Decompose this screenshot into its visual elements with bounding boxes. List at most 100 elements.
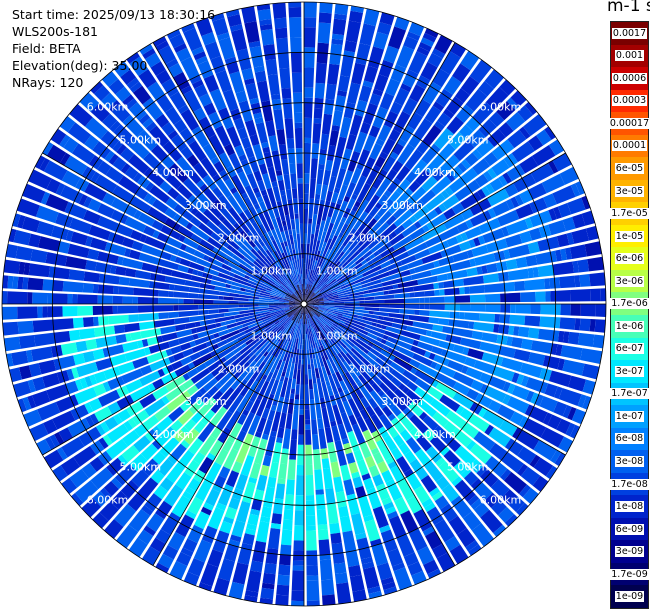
beta-cell bbox=[334, 305, 355, 309]
beta-cell bbox=[312, 287, 316, 292]
beta-cell bbox=[431, 48, 446, 59]
beta-cell bbox=[418, 41, 432, 52]
beta-cell bbox=[558, 387, 582, 407]
beta-cell bbox=[238, 211, 249, 223]
beta-cell bbox=[200, 506, 212, 516]
beta-cell bbox=[82, 282, 94, 293]
beta-cell bbox=[446, 269, 468, 280]
beta-cell bbox=[278, 412, 287, 429]
beta-cell bbox=[398, 442, 411, 456]
beta-cell bbox=[202, 174, 218, 191]
beta-cell bbox=[389, 151, 399, 160]
beta-cell bbox=[344, 346, 354, 356]
beta-cell bbox=[90, 467, 114, 490]
beta-cell bbox=[477, 235, 486, 245]
beta-cell bbox=[361, 279, 382, 288]
beta-cell bbox=[339, 251, 345, 257]
beta-cell bbox=[342, 314, 353, 320]
beta-cell bbox=[372, 451, 384, 465]
range-ring-label: 4.00km bbox=[152, 428, 194, 441]
beta-cell bbox=[577, 394, 587, 408]
beta-cell bbox=[261, 274, 276, 285]
colorbar-level: 0.0017 bbox=[611, 22, 648, 45]
beta-cell bbox=[459, 408, 473, 421]
beta-cell bbox=[255, 314, 266, 320]
beta-cell bbox=[79, 92, 100, 113]
beta-cell bbox=[225, 255, 241, 267]
beta-cell bbox=[386, 234, 393, 242]
beta-cell bbox=[470, 498, 483, 510]
beta-cell bbox=[464, 312, 480, 321]
beta-cell bbox=[328, 175, 337, 192]
beta-cell bbox=[511, 337, 523, 349]
beta-cell bbox=[414, 378, 431, 392]
beta-cell bbox=[329, 522, 341, 535]
beta-cell bbox=[364, 194, 380, 214]
beta-cell bbox=[72, 317, 84, 329]
beta-cell bbox=[220, 321, 227, 327]
beta-cell bbox=[167, 130, 179, 140]
beta-cell bbox=[210, 280, 227, 288]
beta-cell bbox=[254, 339, 271, 357]
beta-cell bbox=[189, 172, 202, 185]
beta-cell bbox=[58, 427, 73, 443]
beta-cell bbox=[256, 249, 266, 260]
beta-cell bbox=[328, 296, 350, 302]
beta-cell bbox=[492, 366, 515, 382]
beta-cell bbox=[321, 113, 333, 135]
beta-cell bbox=[249, 134, 260, 147]
beta-cell bbox=[221, 263, 232, 272]
beta-cell bbox=[311, 316, 318, 326]
beta-cell bbox=[189, 406, 198, 415]
beta-cell bbox=[291, 244, 295, 250]
beta-cell bbox=[293, 313, 301, 333]
beta-cell bbox=[374, 156, 386, 169]
beta-cell bbox=[125, 379, 143, 394]
beta-cell bbox=[219, 206, 237, 226]
beta-cell bbox=[104, 416, 119, 431]
range-ring-label: 2.00km bbox=[218, 362, 260, 375]
beta-cell bbox=[318, 340, 323, 347]
beta-cell bbox=[313, 337, 317, 343]
beta-cell bbox=[482, 409, 505, 429]
beta-cell bbox=[176, 329, 193, 338]
beta-cell bbox=[291, 294, 304, 304]
colorbar-tick-label: 1e-07 bbox=[614, 410, 645, 422]
beta-cell bbox=[94, 85, 111, 102]
beta-cell bbox=[189, 75, 202, 85]
beta-cell bbox=[237, 355, 251, 369]
beta-cell bbox=[39, 157, 50, 172]
beta-cell bbox=[111, 197, 129, 213]
beta-cell bbox=[273, 108, 284, 131]
beta-cell bbox=[249, 391, 259, 403]
beta-cell bbox=[116, 144, 127, 156]
beta-cell bbox=[426, 506, 444, 526]
beta-cell bbox=[161, 371, 178, 385]
beta-cell bbox=[260, 587, 275, 600]
beta-cell bbox=[62, 306, 78, 317]
beta-cell bbox=[318, 300, 330, 303]
beta-cell bbox=[432, 68, 450, 88]
beta-cell bbox=[341, 259, 347, 265]
beta-cell bbox=[170, 443, 187, 461]
beta-cell bbox=[460, 50, 480, 71]
beta-cell bbox=[279, 298, 290, 302]
beta-cell bbox=[278, 300, 290, 303]
beta-cell bbox=[341, 438, 350, 445]
beta-cell bbox=[283, 204, 289, 216]
beta-cell bbox=[297, 338, 301, 350]
beta-cell bbox=[295, 304, 304, 323]
beta-cell bbox=[139, 370, 161, 387]
beta-cell bbox=[528, 182, 547, 200]
beta-cell bbox=[346, 493, 361, 516]
beta-cell bbox=[185, 222, 194, 230]
beta-cell bbox=[100, 421, 110, 433]
beta-cell bbox=[416, 546, 435, 565]
beta-cell bbox=[115, 334, 127, 344]
beta-cell bbox=[270, 523, 281, 530]
beta-cell bbox=[423, 428, 436, 442]
beta-cell bbox=[319, 2, 333, 14]
beta-cell bbox=[182, 538, 198, 553]
beta-cell bbox=[182, 237, 199, 250]
beta-cell bbox=[142, 48, 156, 60]
